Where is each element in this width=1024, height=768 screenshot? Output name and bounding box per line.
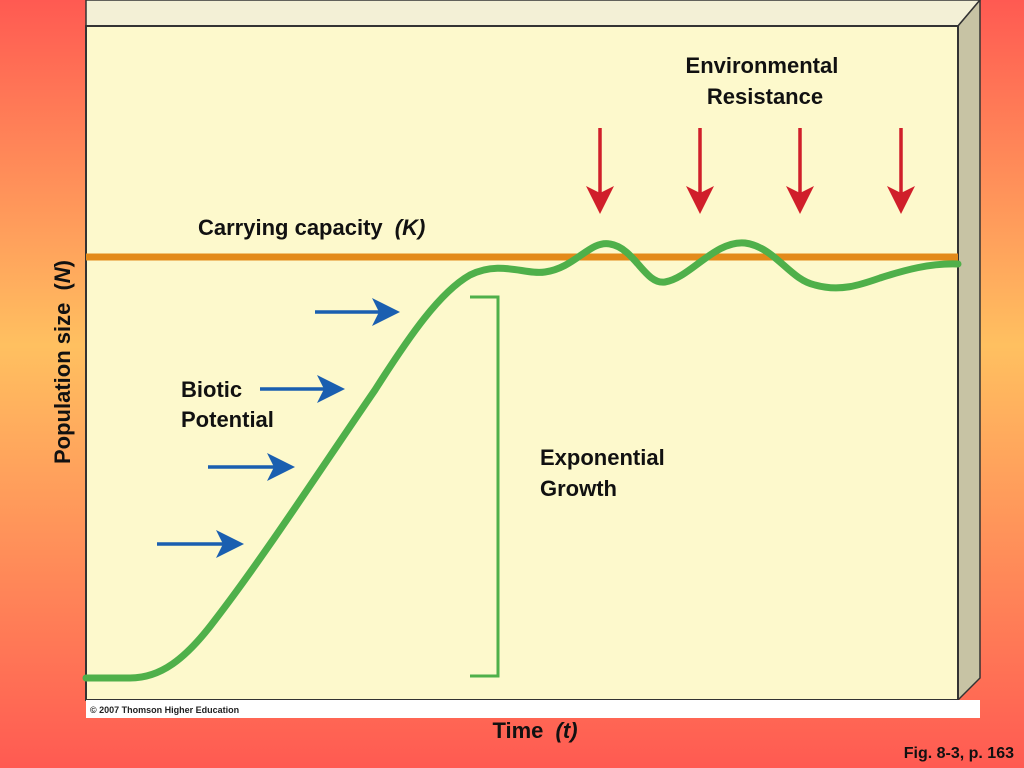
panel-side-face <box>957 0 981 702</box>
x-axis-label: Time (t) <box>492 718 577 743</box>
carrying-capacity-text: Carrying capacity <box>198 215 383 240</box>
growth-curve <box>82 239 962 682</box>
exponential-bracket <box>470 295 500 678</box>
biotic-potential-label: Biotic Potential <box>181 377 274 432</box>
y-axis-symbol: N <box>50 266 75 283</box>
panel-front-face <box>85 25 959 701</box>
y-axis-close-paren: ) <box>50 260 75 267</box>
exponential-line2: Growth <box>540 476 617 501</box>
exponential-line1: Exponential <box>540 445 665 470</box>
y-axis-label: Population size (N) <box>50 260 75 464</box>
x-axis-text: Time <box>492 718 543 743</box>
copyright-strip <box>86 700 980 718</box>
figure-reference: Fig. 8-3, p. 163 <box>904 745 1014 762</box>
y-axis-open-paren: ( <box>50 283 75 291</box>
copyright-text: © 2007 Thomson Higher Education <box>90 705 239 715</box>
environmental-resistance-line1: Environmental <box>686 53 839 78</box>
panel-top-face <box>85 0 981 27</box>
carrying-capacity-label: Carrying capacity (K) <box>198 215 425 240</box>
x-axis-symbol: (t) <box>556 718 578 743</box>
exponential-growth-label: Exponential Growth <box>540 445 671 501</box>
environmental-resistance-label: Environmental Resistance <box>686 53 845 109</box>
carrying-capacity-symbol: (K) <box>395 215 426 240</box>
biotic-line2: Potential <box>181 407 274 432</box>
y-axis-text: Population size <box>50 303 75 464</box>
environmental-resistance-line2: Resistance <box>707 84 823 109</box>
biotic-line1: Biotic <box>181 377 242 402</box>
